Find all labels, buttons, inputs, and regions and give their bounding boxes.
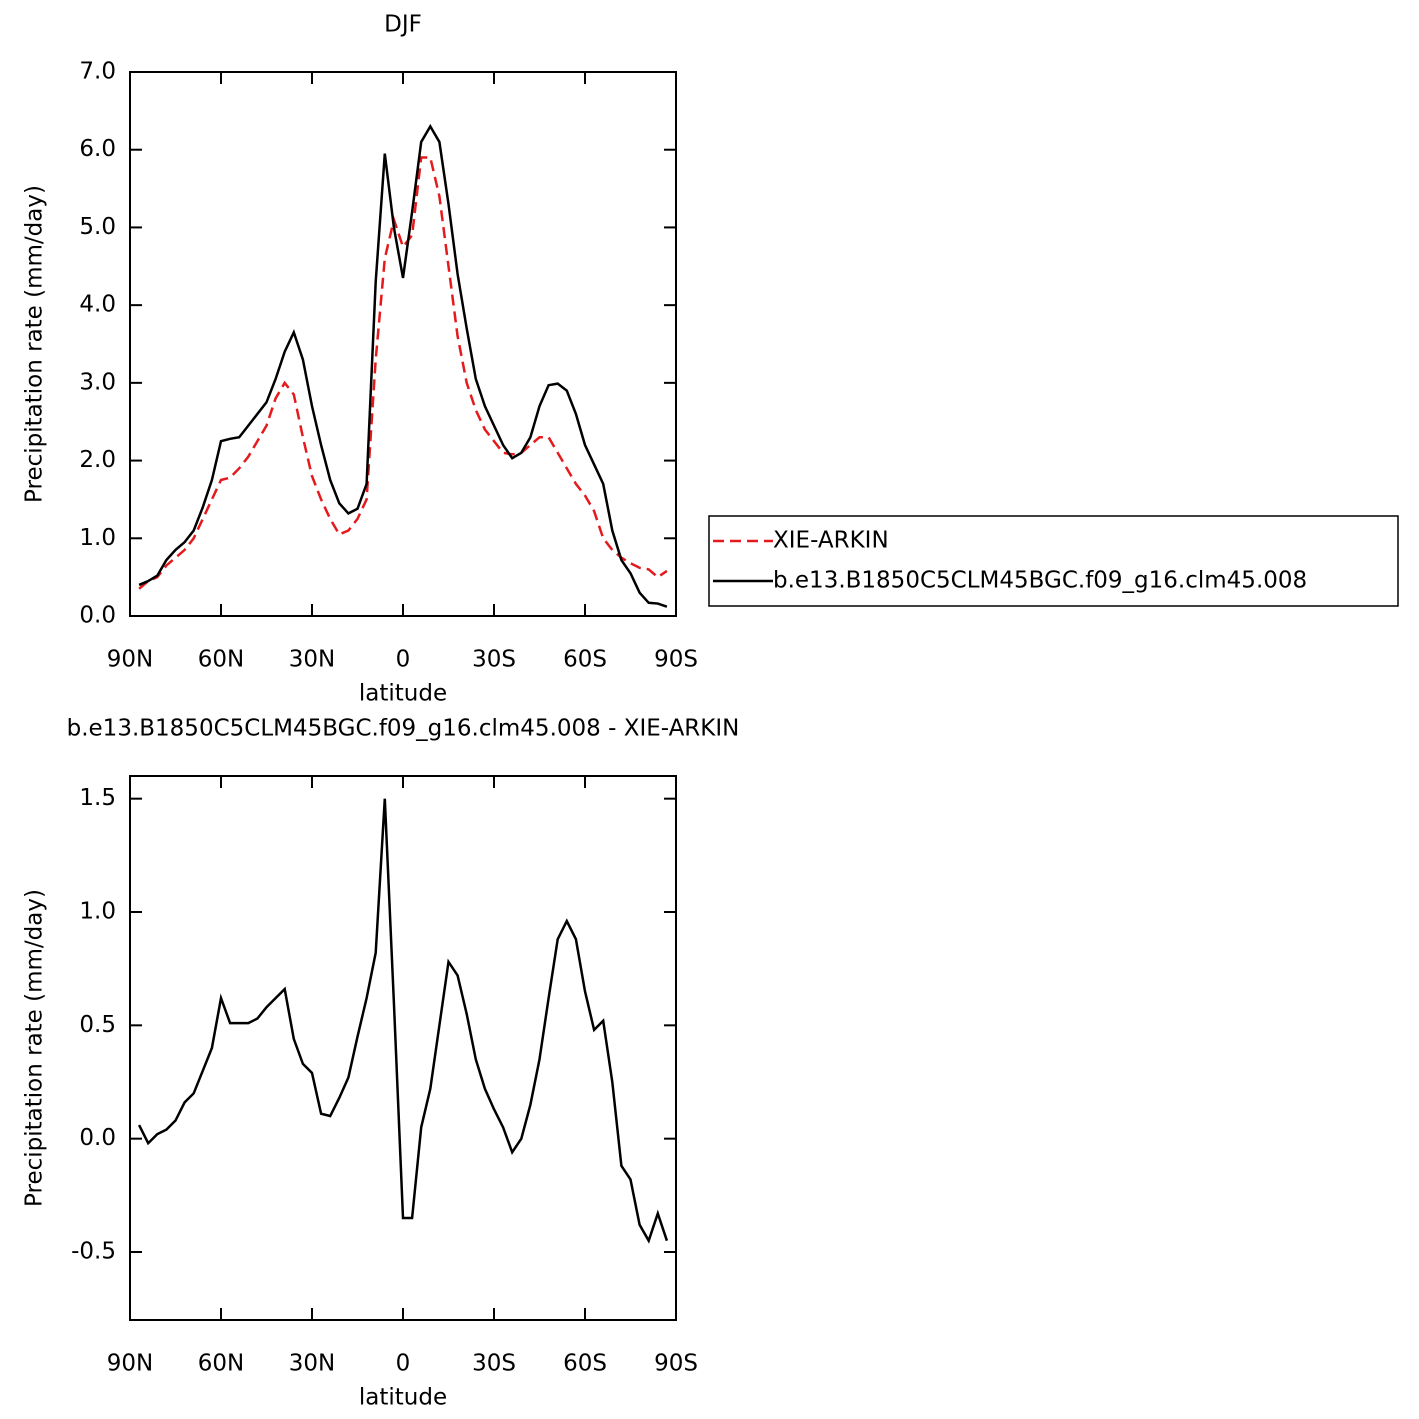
x-tick-label: 90S [654,1351,698,1377]
x-tick-label: 30N [289,647,335,673]
x-tick-label: 30S [472,1351,516,1377]
y-tick-label: 0.0 [79,603,116,629]
legend-box [708,515,1399,607]
x-tick-label: 90N [107,647,153,673]
x-tick-label: 60S [563,647,607,673]
chart-title: b.e13.B1850C5CLM45BGC.f09_g16.clm45.008 … [67,716,740,742]
x-tick-label: 60N [198,647,244,673]
chart-title: DJF [384,12,422,38]
y-tick-label: 5.0 [79,214,116,240]
data-line [138,123,668,608]
y-tick-label: 0.5 [79,1012,116,1038]
data-line [138,156,668,590]
y-tick-label: 2.0 [79,447,116,473]
legend-label: b.e13.B1850C5CLM45BGC.f09_g16.clm45.008 [773,568,1307,594]
y-tick-label: 1.5 [79,785,116,811]
x-tick-label: 90N [107,1351,153,1377]
y-tick-label: 1.0 [79,525,116,551]
y-tick-label: 4.0 [79,292,116,318]
plot-frame [129,775,677,1321]
x-tick-label: 0 [396,1351,411,1377]
y-tick-label: 3.0 [79,369,116,395]
y-axis-label: Precipitation rate (mm/day) [22,889,48,1207]
y-tick-label: 1.0 [79,899,116,925]
y-tick-label: 0.0 [79,1125,116,1151]
x-tick-label: 30N [289,1351,335,1377]
x-axis-label: latitude [359,1385,447,1411]
y-axis-label: Precipitation rate (mm/day) [22,185,48,503]
x-tick-label: 0 [396,647,411,673]
x-tick-label: 30S [472,647,516,673]
x-tick-label: 60N [198,1351,244,1377]
plot-frame [129,71,677,617]
y-tick-label: 6.0 [79,136,116,162]
x-axis-label: latitude [359,681,447,707]
data-line [137,798,669,1244]
legend-label: XIE-ARKIN [773,528,889,554]
y-tick-label: 7.0 [79,59,116,85]
y-tick-label: -0.5 [71,1239,116,1265]
x-tick-label: 90S [654,647,698,673]
x-tick-label: 60S [563,1351,607,1377]
